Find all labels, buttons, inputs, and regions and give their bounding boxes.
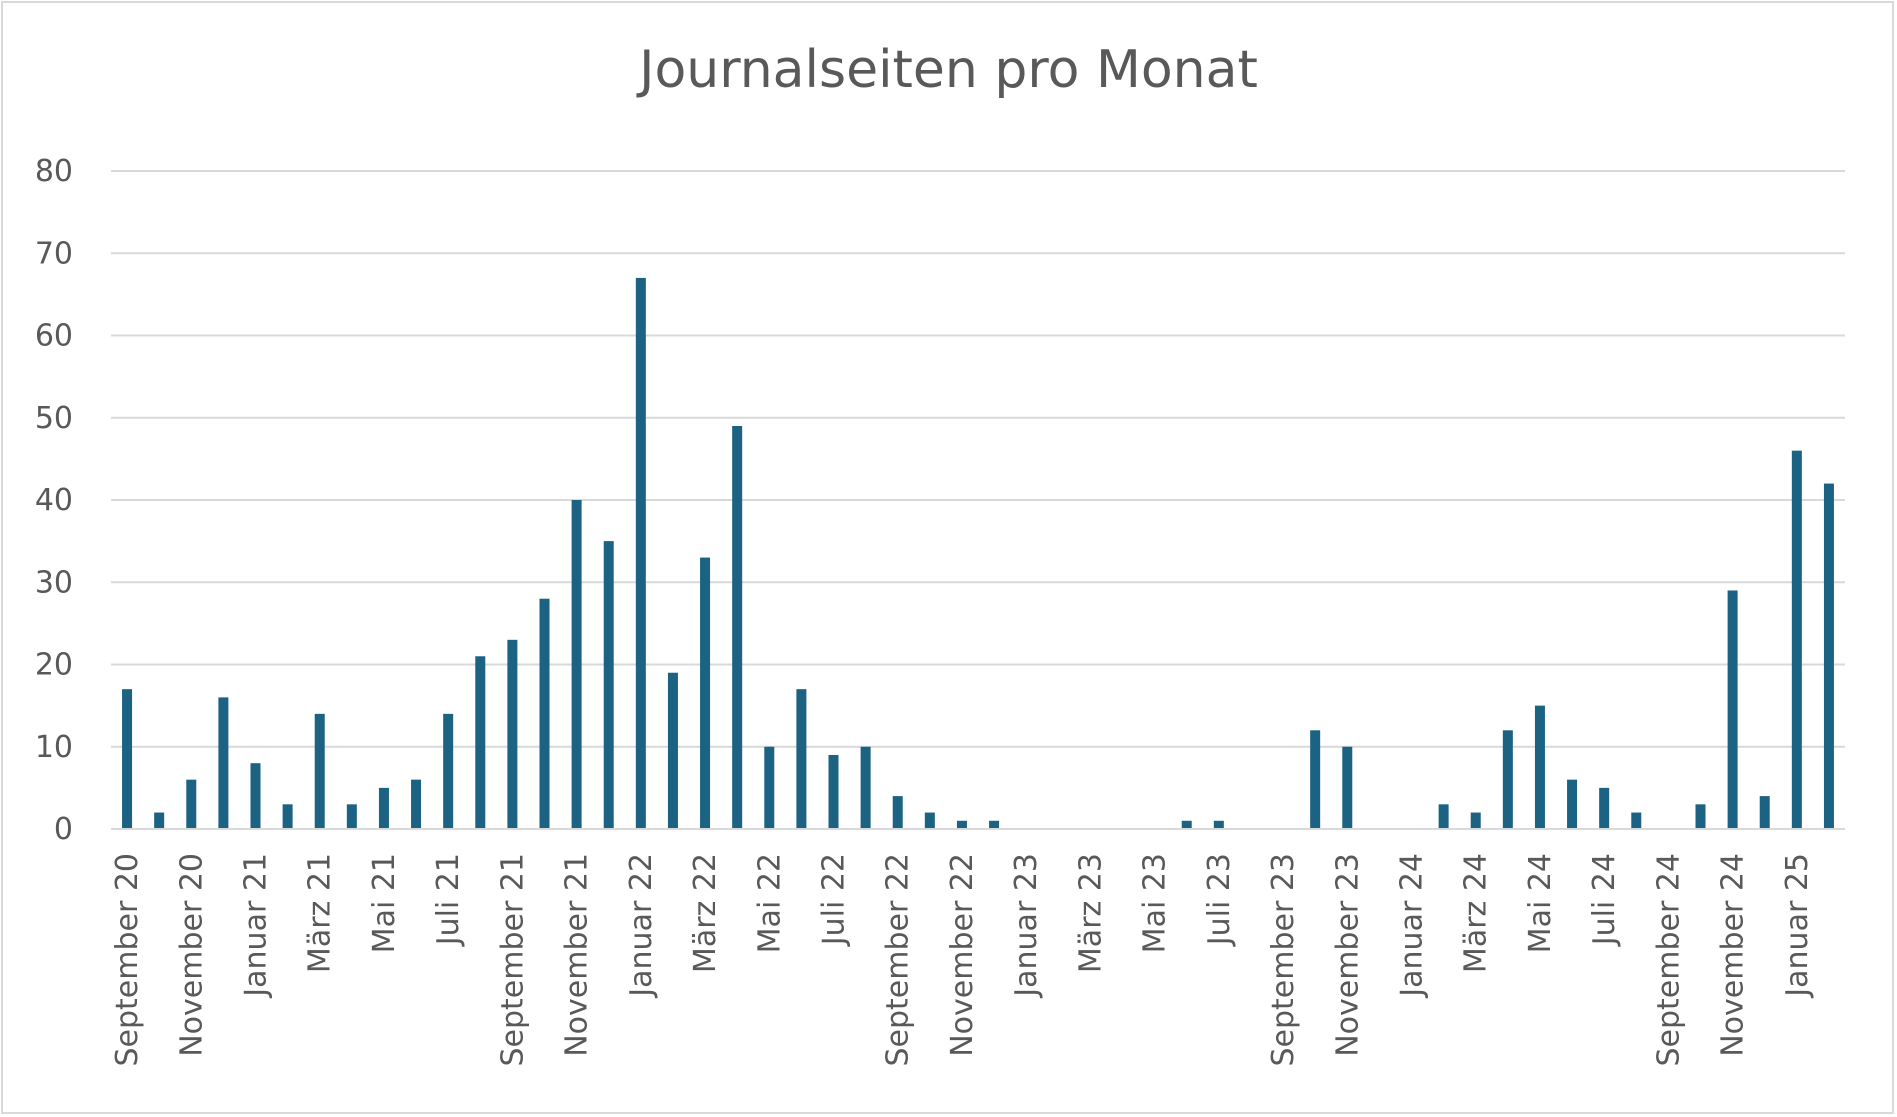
bar (507, 639, 518, 829)
bar (1727, 590, 1738, 829)
x-tick-label: Januar 21 (239, 853, 274, 999)
y-tick-label: 10 (35, 730, 73, 765)
x-tick-label: Juli 22 (817, 853, 852, 947)
bar (346, 804, 357, 829)
x-tick-label: Mai 24 (1523, 853, 1558, 953)
x-tick-label: Januar 23 (1009, 853, 1044, 999)
bar (218, 697, 229, 829)
bar (860, 746, 871, 829)
bar (1342, 746, 1353, 829)
bar (603, 541, 614, 829)
bar (443, 713, 454, 829)
bar (539, 598, 550, 829)
y-tick-label: 30 (35, 565, 73, 600)
x-tick-label: November 22 (945, 853, 980, 1057)
bar (571, 500, 582, 829)
bar (1599, 787, 1610, 829)
bar (828, 754, 839, 829)
x-tick-label: Juli 24 (1587, 853, 1622, 947)
y-axis-ticks: 0 10 20 30 40 50 60 70 80 (35, 154, 73, 847)
bar (282, 804, 293, 829)
x-tick-label: September 24 (1651, 853, 1686, 1067)
bar (475, 656, 486, 829)
bar (1695, 804, 1706, 829)
bar (667, 672, 678, 829)
bar (700, 557, 711, 829)
x-tick-label: Januar 24 (1395, 853, 1430, 999)
x-tick-label: März 22 (688, 853, 723, 973)
gridlines (111, 170, 1845, 748)
bar (764, 746, 775, 829)
bar (956, 820, 967, 829)
x-tick-label: Januar 22 (624, 853, 659, 999)
bar (1470, 812, 1481, 829)
y-tick-label: 70 (35, 236, 73, 271)
x-tick-label: März 21 (303, 853, 338, 973)
bar (732, 425, 743, 829)
x-tick-label: Juli 21 (431, 853, 466, 947)
bar (1502, 730, 1513, 829)
bar (1631, 812, 1642, 829)
x-tick-label: Juli 23 (1202, 853, 1237, 947)
x-axis-ticks: September 20 November 20 Januar 21 März 21 M… (110, 853, 1815, 1067)
bar (1567, 779, 1578, 829)
bars (122, 277, 1834, 829)
bar (635, 277, 646, 829)
x-tick-label: September 22 (881, 853, 916, 1067)
y-tick-label: 40 (35, 483, 73, 518)
bar (411, 779, 422, 829)
x-tick-label: November 23 (1330, 853, 1365, 1057)
x-tick-label: März 24 (1459, 853, 1494, 973)
y-tick-label: 20 (35, 648, 73, 683)
y-tick-label: 50 (35, 401, 73, 436)
x-tick-label: September 20 (110, 853, 145, 1067)
bar (186, 779, 197, 829)
bar (1310, 730, 1321, 829)
bar (924, 812, 935, 829)
y-tick-label: 60 (35, 319, 73, 354)
bar (796, 689, 807, 829)
bar (1534, 705, 1545, 829)
bar (989, 820, 1000, 829)
x-tick-label: November 24 (1716, 853, 1751, 1057)
x-tick-label: März 23 (1073, 853, 1108, 973)
bar (122, 689, 133, 829)
bar (378, 787, 389, 829)
x-tick-label: November 21 (560, 853, 595, 1057)
bar (250, 763, 261, 829)
x-tick-label: September 21 (495, 853, 530, 1067)
bar (1213, 820, 1224, 829)
x-tick-label: Mai 22 (752, 853, 787, 953)
bar (314, 713, 325, 829)
bar (1181, 820, 1192, 829)
bar (892, 796, 903, 829)
x-tick-label: Mai 23 (1138, 853, 1173, 953)
x-tick-label: November 20 (174, 853, 209, 1057)
bar (1791, 450, 1802, 829)
bar (154, 812, 165, 829)
x-tick-label: September 23 (1266, 853, 1301, 1067)
chart-title: Journalseiten pro Monat (639, 40, 1258, 100)
bar (1438, 804, 1449, 829)
y-tick-label: 80 (35, 154, 73, 189)
bar (1759, 796, 1770, 829)
y-tick-label: 0 (54, 812, 73, 847)
x-tick-label: Januar 25 (1780, 853, 1815, 999)
x-tick-label: Mai 21 (367, 853, 402, 953)
bar (1823, 483, 1834, 829)
